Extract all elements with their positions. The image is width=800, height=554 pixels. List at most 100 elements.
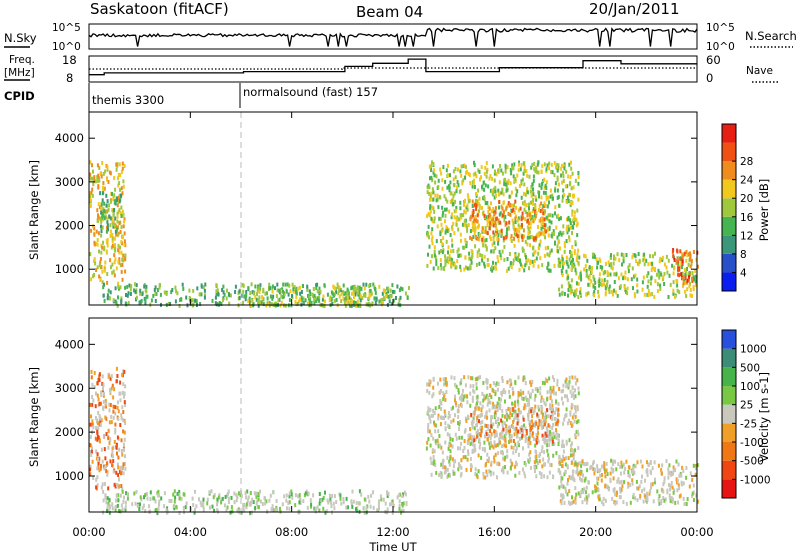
velocity-cell bbox=[526, 402, 529, 407]
velocity-cell bbox=[378, 499, 380, 504]
power-cell bbox=[610, 262, 612, 267]
velocity-cell bbox=[634, 496, 637, 501]
power-cell bbox=[554, 188, 557, 193]
power-cell bbox=[456, 185, 459, 190]
velocity-cell bbox=[603, 461, 606, 466]
power-cell bbox=[614, 256, 617, 261]
power-cell bbox=[92, 224, 95, 229]
power-cell bbox=[452, 193, 455, 198]
power-cell bbox=[495, 193, 497, 198]
velocity-cell bbox=[692, 483, 695, 488]
velocity-cell bbox=[476, 399, 479, 404]
power-cell bbox=[689, 288, 692, 292]
velocity-cell bbox=[494, 410, 497, 415]
power-cell bbox=[114, 248, 117, 253]
velocity-cell bbox=[627, 465, 630, 470]
power-cell bbox=[389, 288, 392, 293]
power-cell bbox=[103, 201, 106, 206]
velocity-cell bbox=[102, 393, 105, 398]
velocity-cell bbox=[599, 473, 602, 478]
velocity-cell bbox=[208, 490, 211, 495]
power-cell bbox=[533, 250, 536, 255]
velocity-cell bbox=[279, 506, 281, 511]
velocity-cell bbox=[497, 382, 500, 387]
velocity-cell bbox=[240, 494, 243, 498]
power-cell bbox=[685, 294, 688, 298]
power-cell bbox=[504, 169, 507, 174]
power-cell bbox=[96, 242, 99, 247]
velocity-cell bbox=[104, 404, 107, 409]
velocity-cell bbox=[524, 395, 527, 400]
velocity-cell bbox=[105, 469, 108, 473]
power-cell bbox=[268, 286, 271, 291]
power-cell bbox=[432, 162, 435, 166]
velocity-cell bbox=[469, 391, 472, 396]
velocity-cell bbox=[680, 473, 683, 478]
power-cell bbox=[662, 275, 665, 280]
power-cell bbox=[488, 176, 491, 181]
power-cell bbox=[473, 185, 476, 189]
velocity-cell bbox=[623, 480, 626, 485]
velocity-cell bbox=[487, 458, 490, 463]
power-cell bbox=[603, 270, 606, 275]
velocity-cell bbox=[252, 500, 255, 504]
velocity-cell bbox=[572, 448, 575, 453]
power-cell bbox=[340, 299, 343, 304]
velocity-cell bbox=[656, 489, 659, 494]
power-cell bbox=[353, 302, 356, 307]
velocity-cell bbox=[583, 497, 586, 502]
velocity-cell bbox=[178, 492, 181, 497]
velocity-cell bbox=[89, 402, 92, 407]
power-cell bbox=[521, 234, 524, 239]
power-cell bbox=[467, 172, 470, 176]
power-cell bbox=[517, 168, 520, 173]
power-cell bbox=[548, 166, 550, 171]
power-cell bbox=[690, 262, 693, 267]
power-cell bbox=[406, 296, 409, 300]
velocity-cell bbox=[426, 440, 429, 445]
power-cell bbox=[680, 261, 683, 266]
velocity-cell bbox=[456, 409, 459, 414]
velocity-cell bbox=[678, 486, 681, 491]
power-cell bbox=[622, 253, 625, 257]
power-cell bbox=[577, 175, 580, 179]
power-cell bbox=[534, 209, 537, 214]
velocity-cell bbox=[121, 405, 124, 410]
velocity-cell bbox=[571, 375, 574, 380]
velocity-cell bbox=[101, 374, 104, 379]
power-cell bbox=[694, 274, 697, 279]
velocity-cell bbox=[190, 506, 193, 511]
velocity-cell bbox=[601, 473, 603, 478]
power-cell bbox=[98, 263, 101, 268]
power-cell bbox=[446, 199, 449, 204]
velocity-cell bbox=[149, 497, 152, 502]
velocity-cell bbox=[256, 499, 259, 504]
velocity-cell bbox=[113, 387, 116, 392]
power-cell bbox=[520, 217, 523, 222]
power-cell bbox=[562, 179, 565, 184]
velocity-cell bbox=[555, 399, 558, 404]
power-cell bbox=[427, 232, 430, 237]
power-cell bbox=[115, 198, 118, 203]
velocity-cell bbox=[465, 418, 468, 423]
velocity-cell bbox=[574, 496, 577, 501]
velocity-cell bbox=[485, 469, 488, 474]
power-cell bbox=[389, 294, 392, 299]
velocity-cell bbox=[99, 423, 102, 428]
velocity-cell bbox=[598, 497, 601, 502]
power-cell bbox=[119, 263, 122, 268]
power-cell bbox=[89, 252, 92, 257]
power-cell bbox=[102, 181, 105, 185]
velocity-cell bbox=[477, 434, 480, 439]
power-cell bbox=[570, 286, 573, 291]
velocity-cell bbox=[464, 455, 467, 460]
power-cell bbox=[378, 284, 381, 289]
power-cell bbox=[450, 262, 452, 267]
velocity-cell bbox=[112, 409, 115, 414]
power-cell bbox=[593, 277, 596, 282]
velocity-cell bbox=[124, 421, 127, 425]
velocity-cell bbox=[508, 378, 511, 383]
velocity-cell bbox=[490, 418, 492, 423]
power-cell bbox=[494, 220, 497, 225]
velocity-cell bbox=[333, 506, 336, 511]
